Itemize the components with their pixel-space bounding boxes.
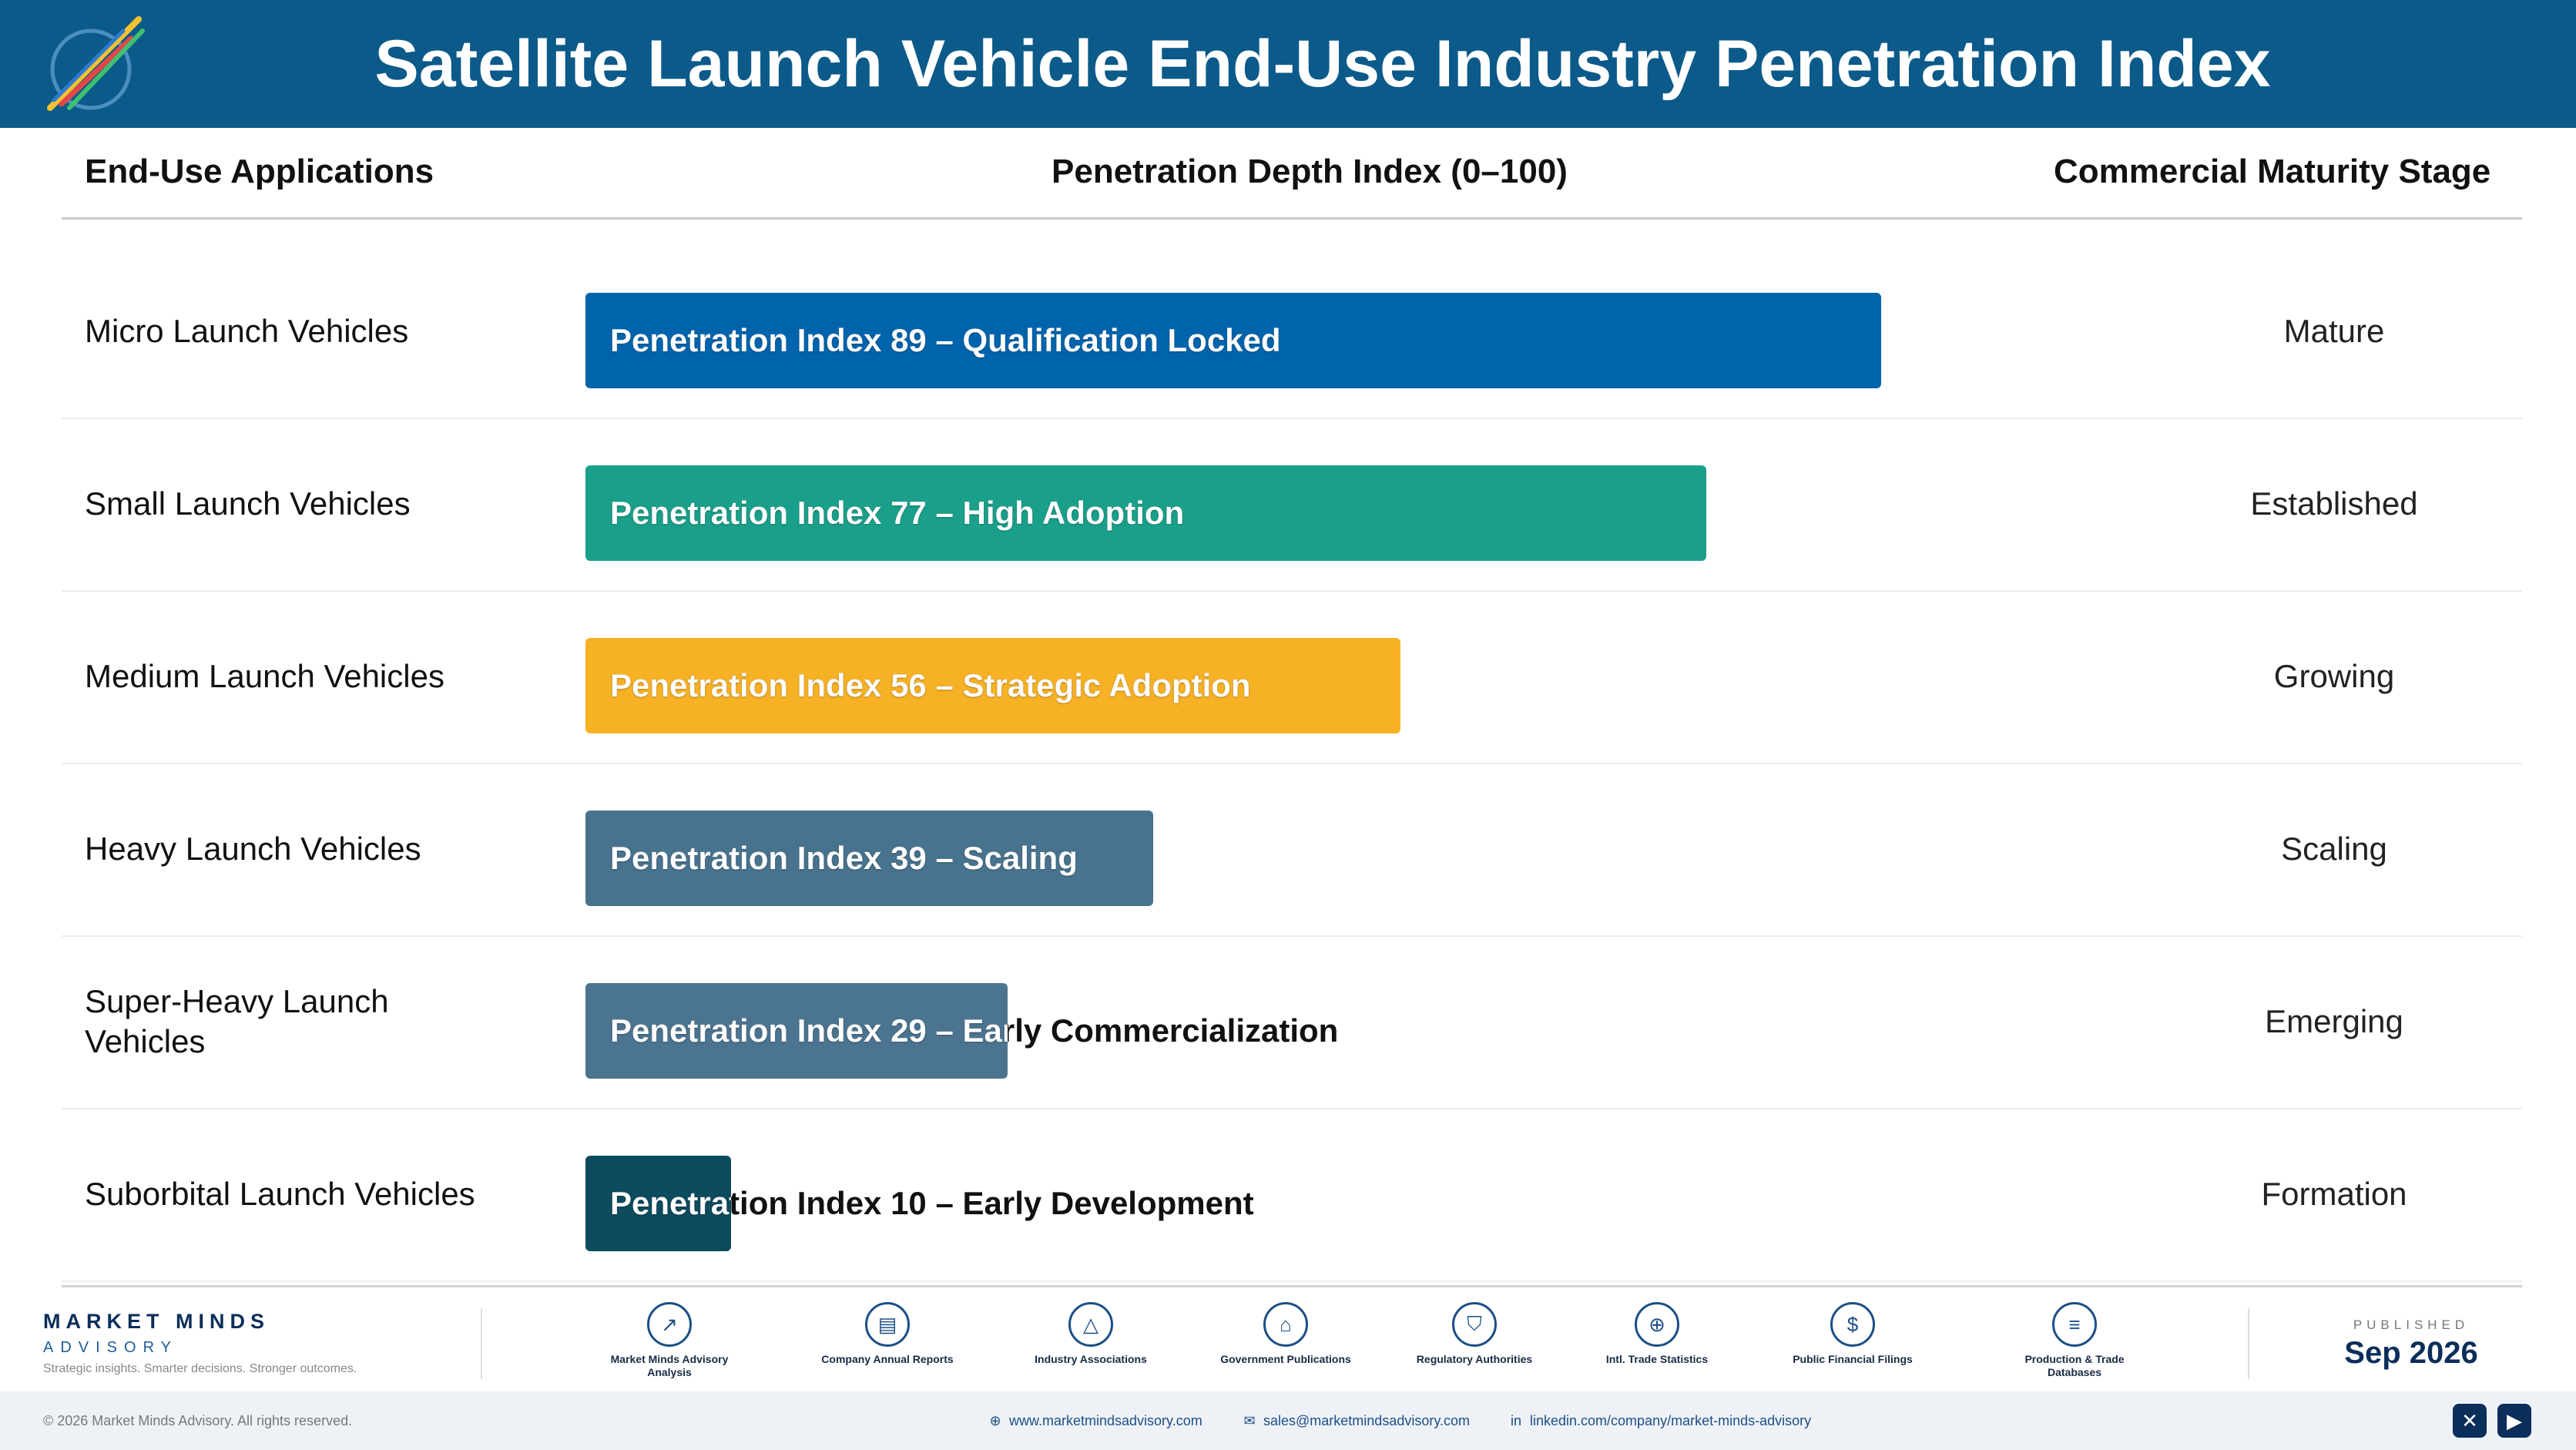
source-label: Production & Trade Databases	[2024, 1353, 2125, 1378]
column-header-stage: Commercial Maturity Stage	[2054, 153, 2491, 190]
bar-label-overlay: Penetration Index 29 – Early Commerciali…	[610, 1012, 1008, 1049]
database-icon: ≡	[2052, 1302, 2097, 1347]
source-item: ▤ Company Annual Reports	[810, 1302, 964, 1366]
source-item: △ Industry Associations	[1014, 1302, 1168, 1366]
bar-label-overlay: Penetration Index 10 – Early Development	[610, 1185, 731, 1221]
source-item: $ Public Financial Filings	[1776, 1302, 1930, 1366]
bar-data-label: Penetration Index 29 – Early Commerciali…	[610, 983, 1338, 1079]
bar-label-overlay: Penetration Index 89 – Qualification Loc…	[610, 322, 1281, 358]
bar-label-text: Penetration Index 89 – Qualification Loc…	[610, 322, 1281, 358]
maturity-stage: Growing	[2273, 658, 2395, 694]
mail-icon: ✉	[1243, 1413, 1256, 1428]
bar-mark	[585, 1156, 731, 1251]
published-date: Sep 2026	[2344, 1336, 2478, 1370]
sub-footer	[0, 1391, 2576, 1450]
bar-label-text: Penetration Index 10 – Early Development	[610, 1185, 1254, 1221]
maturity-stage: Formation	[2261, 1176, 2407, 1212]
bar-label-overlay: Penetration Index 77 – High Adoption	[610, 495, 1185, 531]
bar-mark	[585, 811, 1154, 906]
source-label: Company Annual Reports	[821, 1353, 954, 1365]
source-item: ⛉ Regulatory Authorities	[1397, 1302, 1551, 1366]
bar-data-label: Penetration Index 89 – Qualification Loc…	[610, 293, 1281, 388]
website-link[interactable]: ⊕ www.marketmindsadvisory.com	[988, 1413, 1202, 1429]
column-header-index: Penetration Depth Index (0–100)	[1052, 153, 1568, 190]
linkedin-link[interactable]: in linkedin.com/company/market-minds-advi…	[1508, 1413, 1811, 1429]
linkedin-icon: in	[1510, 1413, 1521, 1428]
source-item: ⊕ Intl. Trade Statistics	[1580, 1302, 1734, 1366]
page-title: Satellite Launch Vehicle End-Use Industr…	[374, 27, 2271, 101]
bar-data-label: Penetration Index 39 – Scaling Penetratio…	[610, 811, 1078, 906]
brand-sub: ADVISORY	[43, 1339, 178, 1356]
bar-label-overlay: Penetration Index 39 – Scaling	[610, 840, 1078, 876]
chart-row: Suborbital Launch Vehicles Penetration In…	[62, 1108, 2522, 1282]
chart-row: Small Launch Vehicles Penetration Index 7…	[62, 418, 2522, 592]
dollar-icon: $	[1830, 1302, 1875, 1347]
source-label: Public Financial Filings	[1793, 1353, 1913, 1365]
maturity-stage: Mature	[2283, 313, 2385, 349]
category-label: Small Launch Vehicles	[85, 485, 411, 522]
globe-icon: ⊕	[989, 1413, 1001, 1428]
category-label: Micro Launch Vehicles	[85, 312, 409, 349]
chart-bottom-divider	[62, 1285, 2522, 1287]
chart-row: Micro Launch Vehicles Penetration Index 8…	[62, 245, 2522, 419]
source-item: ≡ Production & Trade Databases	[1997, 1302, 2152, 1379]
chart-row: Heavy Launch Vehicles Penetration Index 3…	[62, 763, 2522, 937]
globe-icon: ⊕	[1635, 1302, 1679, 1347]
chart-row: Medium Launch Vehicles Penetration Index …	[62, 590, 2522, 764]
bar-label-text: Penetration Index 56 – Strategic Adoptio…	[610, 667, 1251, 703]
published-label: PUBLISHED	[2353, 1317, 2470, 1332]
bar-data-label: Penetration Index 10 – Early Development…	[610, 1156, 1254, 1251]
youtube-social-icon[interactable]: ▶	[2497, 1404, 2531, 1438]
source-label: Industry Associations	[1035, 1353, 1147, 1365]
maturity-stage: Emerging	[2265, 1003, 2403, 1039]
bar-label-text: Penetration Index 39 – Scaling	[610, 840, 1078, 876]
source-label: Regulatory Authorities	[1416, 1353, 1533, 1365]
brand-tagline: Strategic insights. Smarter decisions. S…	[43, 1362, 357, 1375]
bar-data-label: Penetration Index 77 – High Adoption Pene…	[610, 465, 1184, 561]
footer-divider	[2248, 1308, 2249, 1379]
category-label: Super-Heavy Launch Vehicles	[85, 982, 389, 1060]
chart-icon: ↗	[647, 1302, 692, 1347]
category-label: Heavy Launch Vehicles	[85, 830, 421, 867]
maturity-stage: Established	[2250, 485, 2418, 522]
category-label: Suborbital Launch Vehicles	[85, 1175, 475, 1212]
bar-data-label: Penetration Index 56 – Strategic Adoptio…	[610, 638, 1251, 733]
source-item: ↗ Market Minds Advisory Analysis	[592, 1302, 746, 1379]
footer-divider	[481, 1308, 482, 1379]
bar-label-overlay: Penetration Index 56 – Strategic Adoptio…	[610, 667, 1251, 703]
source-label: Market Minds Advisory Analysis	[610, 1353, 729, 1378]
column-header-applications: End-Use Applications	[85, 153, 434, 190]
shield-icon: ⛉	[1452, 1302, 1497, 1347]
document-icon: ▤	[865, 1302, 910, 1347]
header-divider	[62, 217, 2522, 220]
source-label: Intl. Trade Statistics	[1605, 1353, 1709, 1365]
government-icon: ⌂	[1263, 1302, 1308, 1347]
bar-mark	[585, 293, 1882, 388]
chart-row: Super-Heavy Launch Vehicles Penetration I…	[62, 935, 2522, 1109]
bar-mark	[585, 983, 1008, 1079]
logo-icon	[47, 16, 145, 111]
source-item: ⌂ Government Publications	[1209, 1302, 1363, 1366]
bar-label-text: Penetration Index 29 – Early Commerciali…	[610, 1012, 1339, 1049]
bar-mark	[585, 465, 1707, 561]
network-icon: △	[1068, 1302, 1113, 1347]
bar-mark	[585, 638, 1401, 733]
email-link[interactable]: ✉ sales@marketmindsadvisory.com	[1242, 1413, 1470, 1429]
x-social-icon[interactable]: ✕	[2453, 1404, 2487, 1438]
maturity-stage: Scaling	[2281, 831, 2387, 867]
category-label: Medium Launch Vehicles	[85, 657, 444, 694]
bar-label-text: Penetration Index 77 – High Adoption	[610, 495, 1185, 531]
source-label: Government Publications	[1220, 1353, 1351, 1365]
brand-name: MARKET MINDS	[43, 1310, 270, 1333]
copyright: © 2026 Market Minds Advisory. All rights…	[43, 1413, 353, 1428]
header-bar: Satellite Launch Vehicle End-Use Industr…	[0, 0, 2576, 128]
